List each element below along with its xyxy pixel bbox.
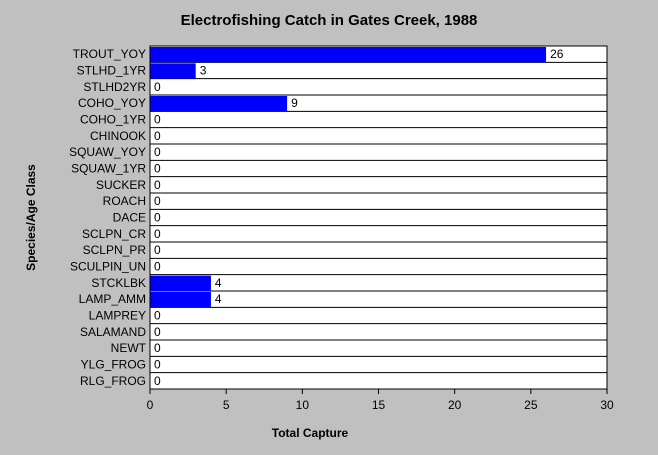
data-label: 0 (154, 162, 161, 176)
category-label: CHINOOK (90, 129, 146, 143)
data-label: 3 (200, 64, 207, 78)
category-label: RLG_FROG (80, 374, 146, 388)
data-label: 0 (154, 325, 161, 339)
bar (150, 63, 196, 79)
bar (150, 47, 547, 63)
data-label: 0 (154, 374, 161, 388)
data-label: 0 (154, 243, 161, 257)
data-label: 0 (154, 227, 161, 241)
x-tick-label: 15 (372, 398, 386, 412)
data-label: 0 (154, 194, 161, 208)
category-label: DACE (113, 211, 146, 225)
x-tick-label: 30 (600, 398, 614, 412)
data-label: 26 (550, 47, 564, 61)
category-label: COHO_1YR (80, 113, 146, 127)
bar (150, 96, 288, 112)
category-label: SQUAW_YOY (69, 145, 146, 159)
data-label: 0 (154, 145, 161, 159)
data-label: 0 (154, 358, 161, 372)
category-label: STLHD2YR (83, 80, 146, 94)
x-axis-label: Total Capture (271, 426, 349, 440)
x-tick-label: 0 (147, 398, 154, 412)
category-label: COHO_YOY (78, 96, 146, 110)
bar (150, 275, 211, 291)
data-label: 0 (154, 80, 161, 94)
x-tick-label: 5 (223, 398, 230, 412)
x-tick-label: 10 (296, 398, 310, 412)
data-label: 9 (291, 96, 298, 110)
category-label: SUCKER (96, 178, 146, 192)
category-label: TROUT_YOY (73, 47, 146, 61)
category-label: SCLPN_PR (83, 243, 147, 257)
x-tick-label: 25 (524, 398, 538, 412)
category-label: LAMP_AMM (79, 292, 146, 306)
data-label: 0 (154, 260, 161, 274)
bar (150, 292, 211, 308)
data-label: 0 (154, 113, 161, 127)
category-label: SCLPN_CR (82, 227, 146, 241)
data-label: 4 (215, 292, 222, 306)
x-tick-label: 20 (448, 398, 462, 412)
chart-title: Electrofishing Catch in Gates Creek, 198… (180, 12, 478, 29)
category-label: SCULPIN_UN (70, 260, 146, 274)
category-label: STCKLBK (91, 276, 146, 290)
data-label: 4 (215, 276, 222, 290)
category-label: LAMPREY (89, 309, 146, 323)
data-label: 0 (154, 309, 161, 323)
category-label: STLHD_1YR (77, 64, 147, 78)
data-label: 0 (154, 211, 161, 225)
y-axis-label: Species/Age Class (24, 164, 38, 271)
data-label: 0 (154, 178, 161, 192)
category-label: SQUAW_1YR (71, 162, 146, 176)
category-label: NEWT (111, 341, 147, 355)
data-label: 0 (154, 129, 161, 143)
data-label: 0 (154, 341, 161, 355)
category-label: YLG_FROG (81, 358, 146, 372)
category-label: ROACH (103, 194, 146, 208)
category-label: SALAMAND (80, 325, 146, 339)
